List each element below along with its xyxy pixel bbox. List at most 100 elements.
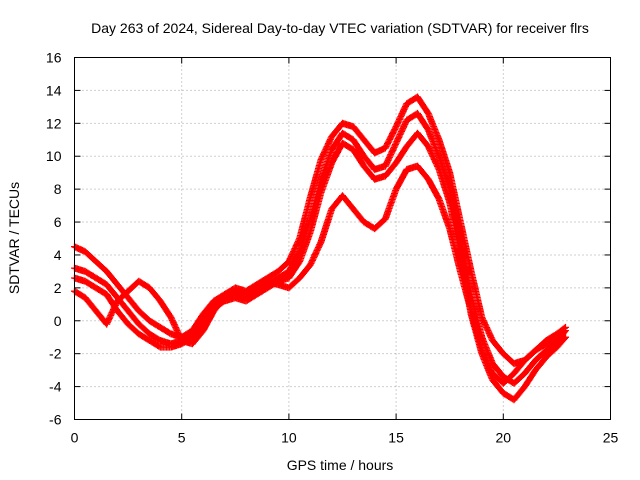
data-point-marker: [81, 248, 99, 264]
data-point-marker: [349, 136, 367, 159]
data-point-marker: [199, 308, 217, 335]
series-track-4: [71, 162, 569, 387]
data-point-marker: [285, 236, 303, 265]
data-point-marker: [81, 267, 99, 281]
series-track-1: [71, 93, 569, 368]
y-tick-label: -6: [49, 412, 62, 428]
plot-frame: [74, 57, 611, 420]
data-point-marker: [467, 290, 485, 340]
data-point-marker: [414, 162, 431, 182]
data-point-marker: [467, 307, 485, 353]
data-point-marker: [339, 139, 356, 153]
data-point-marker: [532, 341, 549, 354]
data-point-marker: [156, 323, 174, 337]
data-point-marker: [499, 370, 517, 387]
data-point-marker: [349, 146, 367, 169]
data-point-marker: [532, 354, 549, 374]
data-point-marker: [456, 267, 475, 313]
data-point-marker: [381, 160, 399, 180]
data-point-marker: [135, 277, 152, 291]
data-point-marker: [424, 175, 442, 202]
data-point-marker: [435, 195, 453, 231]
data-point-marker: [242, 291, 259, 305]
data-point-marker: [188, 328, 206, 348]
data-point-marker: [360, 136, 378, 156]
y-tick-label: 12: [46, 115, 62, 131]
data-point-marker: [328, 121, 345, 140]
data-point-marker: [424, 126, 442, 159]
y-tick-label: 6: [54, 214, 62, 230]
data-point-marker: [446, 225, 464, 274]
chart-title: Day 263 of 2024, Sidereal Day-to-day VTE…: [91, 20, 589, 36]
data-point-marker: [435, 165, 453, 205]
data-point-marker: [521, 347, 538, 364]
data-markers: [71, 93, 569, 404]
data-point-marker: [92, 284, 109, 298]
data-point-marker: [317, 147, 335, 183]
series-track-3: [71, 129, 569, 404]
data-point-marker: [456, 218, 475, 274]
data-point-marker: [253, 285, 270, 298]
x-axis-label: GPS time / hours: [287, 457, 394, 473]
data-point-marker: [135, 307, 152, 324]
data-point-marker: [146, 317, 163, 330]
x-tick-label: 20: [496, 430, 512, 446]
data-point-marker: [446, 198, 464, 257]
y-tick-label: 0: [54, 313, 62, 329]
data-point-marker: [489, 337, 506, 356]
data-point-marker: [146, 330, 163, 344]
data-point-marker: [392, 101, 410, 131]
data-point-marker: [188, 318, 206, 341]
data-point-marker: [561, 327, 569, 335]
y-tick-label: 16: [46, 50, 62, 66]
data-point-marker: [113, 307, 131, 327]
data-point-marker: [306, 239, 324, 269]
y-tick-label: 2: [54, 280, 62, 296]
data-point-marker: [435, 136, 453, 175]
data-point-marker: [561, 333, 569, 341]
data-point-marker: [296, 216, 314, 256]
data-point-marker: [489, 376, 506, 396]
data-point-marker: [521, 358, 538, 377]
data-point-marker: [124, 294, 142, 314]
data-point-marker: [242, 285, 259, 298]
data-point-marker: [381, 187, 400, 223]
data-point-marker: [274, 259, 292, 275]
data-point-marker: [296, 262, 313, 282]
data-point-marker: [478, 346, 496, 376]
y-tick-label: 10: [46, 148, 62, 164]
data-point-marker: [403, 130, 421, 150]
data-point-marker: [339, 192, 356, 212]
data-point-marker: [499, 350, 517, 367]
data-point-marker: [81, 294, 99, 314]
data-point-marker: [296, 195, 314, 242]
data-point-marker: [435, 152, 453, 192]
data-point-marker: [328, 140, 346, 167]
data-point-marker: [317, 134, 335, 163]
y-tick-label: -4: [49, 379, 62, 395]
data-point-marker: [510, 370, 528, 387]
data-point-marker: [317, 206, 335, 246]
data-point-marker: [328, 193, 345, 213]
data-point-marker: [317, 160, 335, 196]
data-point-marker: [124, 320, 142, 337]
data-point-marker: [210, 295, 228, 315]
y-tick-label: 8: [54, 181, 62, 197]
data-point-marker: [81, 277, 99, 291]
data-point-marker: [532, 347, 549, 364]
data-point-marker: [424, 142, 442, 172]
x-tick-label: 5: [178, 430, 186, 446]
data-point-marker: [146, 284, 163, 304]
data-point-marker: [478, 314, 496, 343]
data-point-marker: [510, 358, 528, 377]
data-point-marker: [349, 205, 367, 225]
data-point-marker: [296, 229, 314, 265]
data-point-marker: [392, 167, 410, 193]
axis-ticks: 0 5 10 15 20 25 -6 -4 -2 0 2 4 6 8 10 12 14 16: [46, 50, 619, 446]
data-point-marker: [339, 129, 356, 143]
data-point-marker: [414, 93, 431, 116]
data-point-marker: [392, 144, 410, 167]
data-point-marker: [103, 267, 120, 287]
x-tick-label: 0: [71, 430, 79, 446]
data-point-marker: [381, 141, 399, 170]
